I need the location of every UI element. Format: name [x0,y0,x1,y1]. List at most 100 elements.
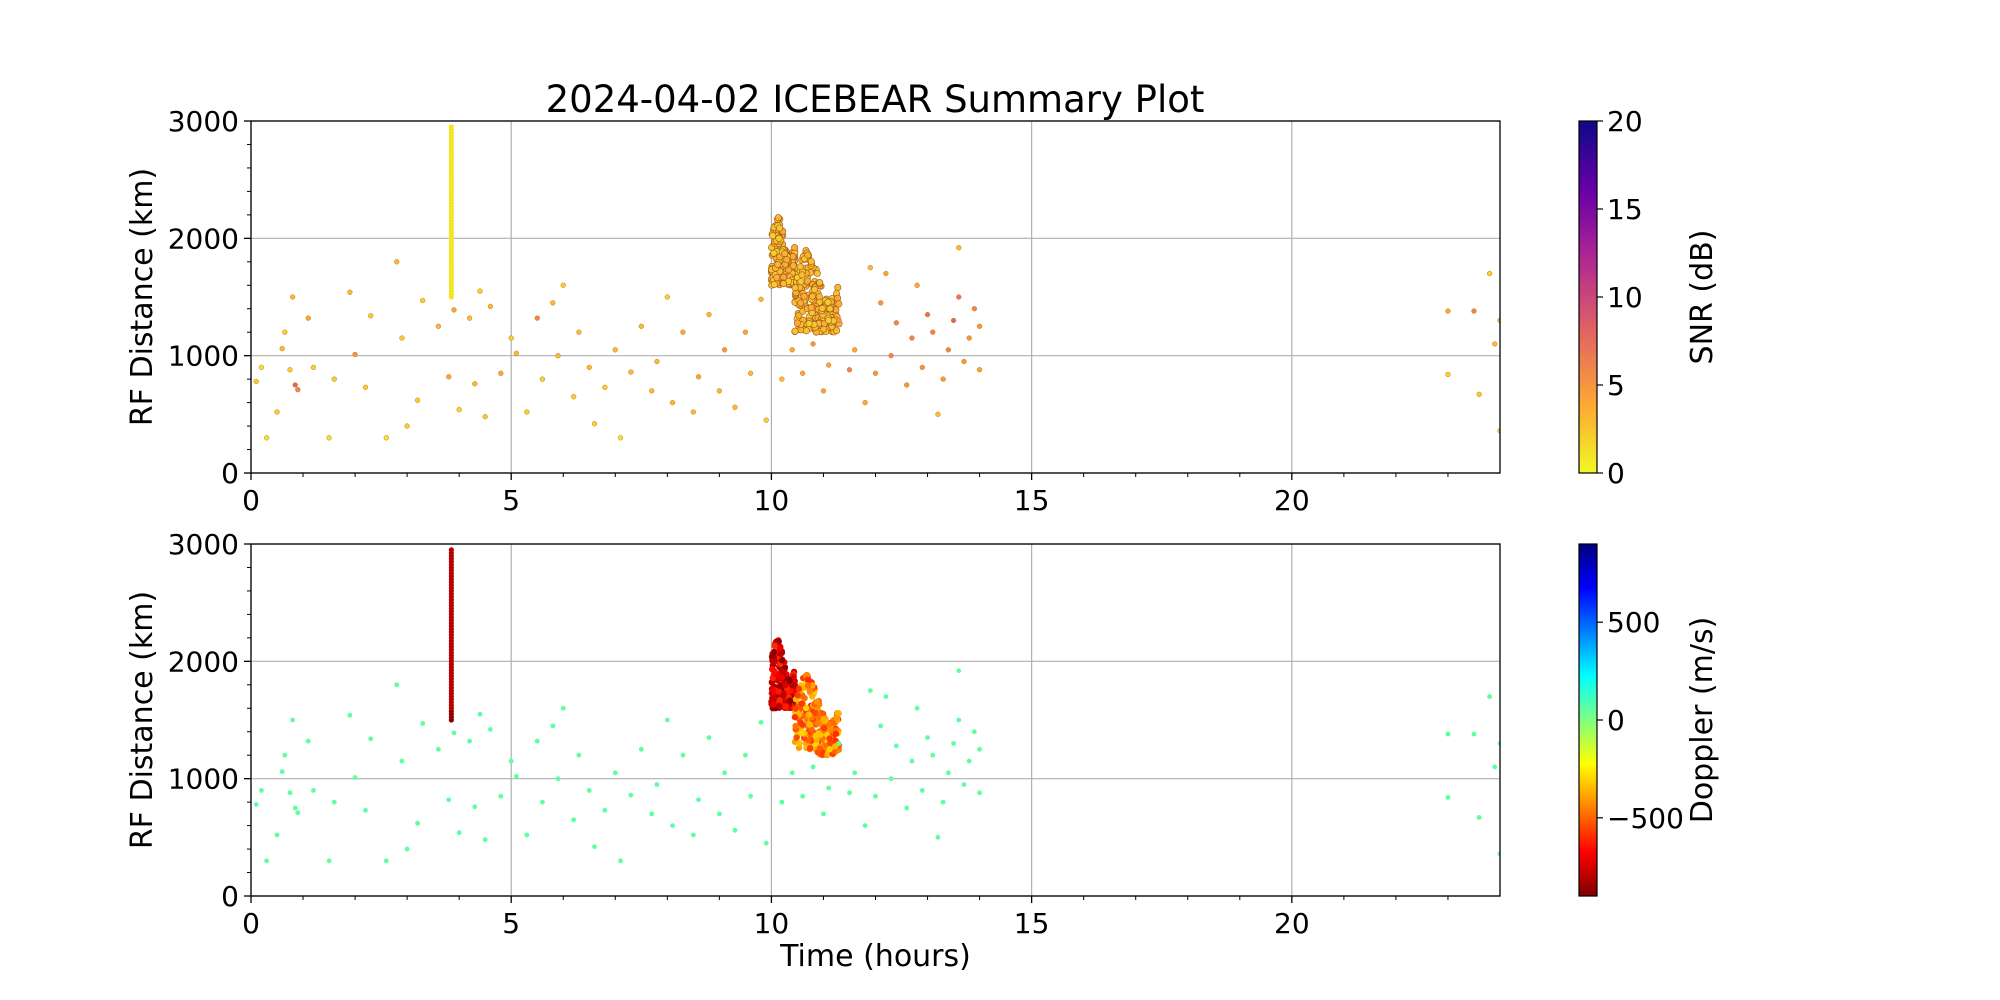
x-tick-label: 0 [242,484,260,517]
cluster-point [802,327,810,335]
scatter-point [893,320,899,326]
cluster-point [834,294,842,302]
scatter-point [612,347,618,353]
cluster-point [832,743,839,750]
scatter-point [435,323,442,329]
scatter-point [721,347,728,353]
scatter-point [914,705,920,711]
scatter-point [872,370,879,376]
scatter-point [966,758,972,764]
scatter-point [456,830,462,836]
cluster-point [786,677,793,684]
cluster-point [769,693,777,700]
scatter-point [259,788,264,793]
scatter-point [326,858,332,864]
colorbar [1578,543,1598,897]
scatter-point [820,388,827,394]
scatter-point [383,435,389,441]
scatter-point [550,723,556,729]
scatter-point [472,381,478,387]
streak-point [448,124,454,130]
scatter-point [279,769,285,775]
scatter-point [279,345,285,352]
cluster-point [797,278,805,286]
cluster-point [833,714,840,722]
scatter-point [742,752,748,758]
scatter-point [919,364,925,371]
scatter-point [508,335,514,341]
scatter-point [873,793,878,799]
scatter-point [290,717,296,723]
scatter-point [826,785,832,791]
cluster-point [820,724,828,732]
scatter-point [1445,371,1451,378]
cluster-point [809,682,816,689]
scatter-point [576,752,582,758]
scatter-point [498,793,504,799]
cluster-point [835,710,842,717]
data-marks [253,547,1500,864]
cluster-point [809,693,816,700]
scatter-point [664,717,670,723]
scatter-point [331,376,337,382]
scatter-point [977,746,982,752]
scatter-point [867,265,873,271]
scatter-point [1476,814,1482,820]
cluster-point [770,648,778,656]
scatter-point [716,388,723,394]
x-tick-label: 20 [1274,484,1310,517]
scatter-point [295,810,301,816]
scatter-point [368,313,374,319]
cluster-point [779,692,787,699]
cluster-point [830,719,837,726]
data-marks [253,124,1500,441]
cluster-point [804,251,812,259]
cluster-point [808,292,816,300]
scatter-point [1445,731,1451,737]
scatter-point [264,858,270,864]
cluster-point [771,642,778,650]
scatter-point [287,790,293,796]
x-tick-label: 0 [242,907,260,940]
scatter-point [1476,391,1482,398]
scatter-point [956,294,962,300]
y-tick-label: 1000 [168,340,239,373]
scatter-point [289,294,296,300]
scatter-point [571,817,577,823]
cluster-point [793,734,800,741]
cluster-point [776,696,783,704]
scatter-point [799,370,806,376]
cluster-point [770,249,778,257]
scatter-point [919,788,925,793]
scatter-point [940,799,946,805]
cluster-point [792,705,799,712]
cluster-point [791,284,799,292]
scatter-point [550,300,556,306]
scatter-point [706,735,712,740]
scatter-point [956,668,962,674]
scatter-point [274,409,280,415]
scatter-point [732,827,738,833]
cluster-point [816,745,824,752]
scatter-point [602,384,608,390]
scatter-point [446,797,452,803]
scatter-point [399,758,405,764]
scatter-point [1471,308,1477,314]
scatter-point [586,364,592,371]
cluster-point [783,256,791,264]
colorbar-tick-label: −500 [1607,802,1684,835]
scatter-point [560,705,566,711]
cluster-point [820,715,827,723]
scatter-point [800,793,806,799]
scatter-point [331,799,337,805]
cluster-point [796,263,804,271]
scatter-point [591,421,598,427]
scatter-point [950,317,957,324]
scatter-point [394,259,400,265]
scatter-point [821,811,826,817]
scatter-point [394,682,400,688]
scatter-point [789,347,795,353]
scatter-point [404,423,410,429]
scatter-point [888,776,894,782]
cluster-point [802,704,810,712]
